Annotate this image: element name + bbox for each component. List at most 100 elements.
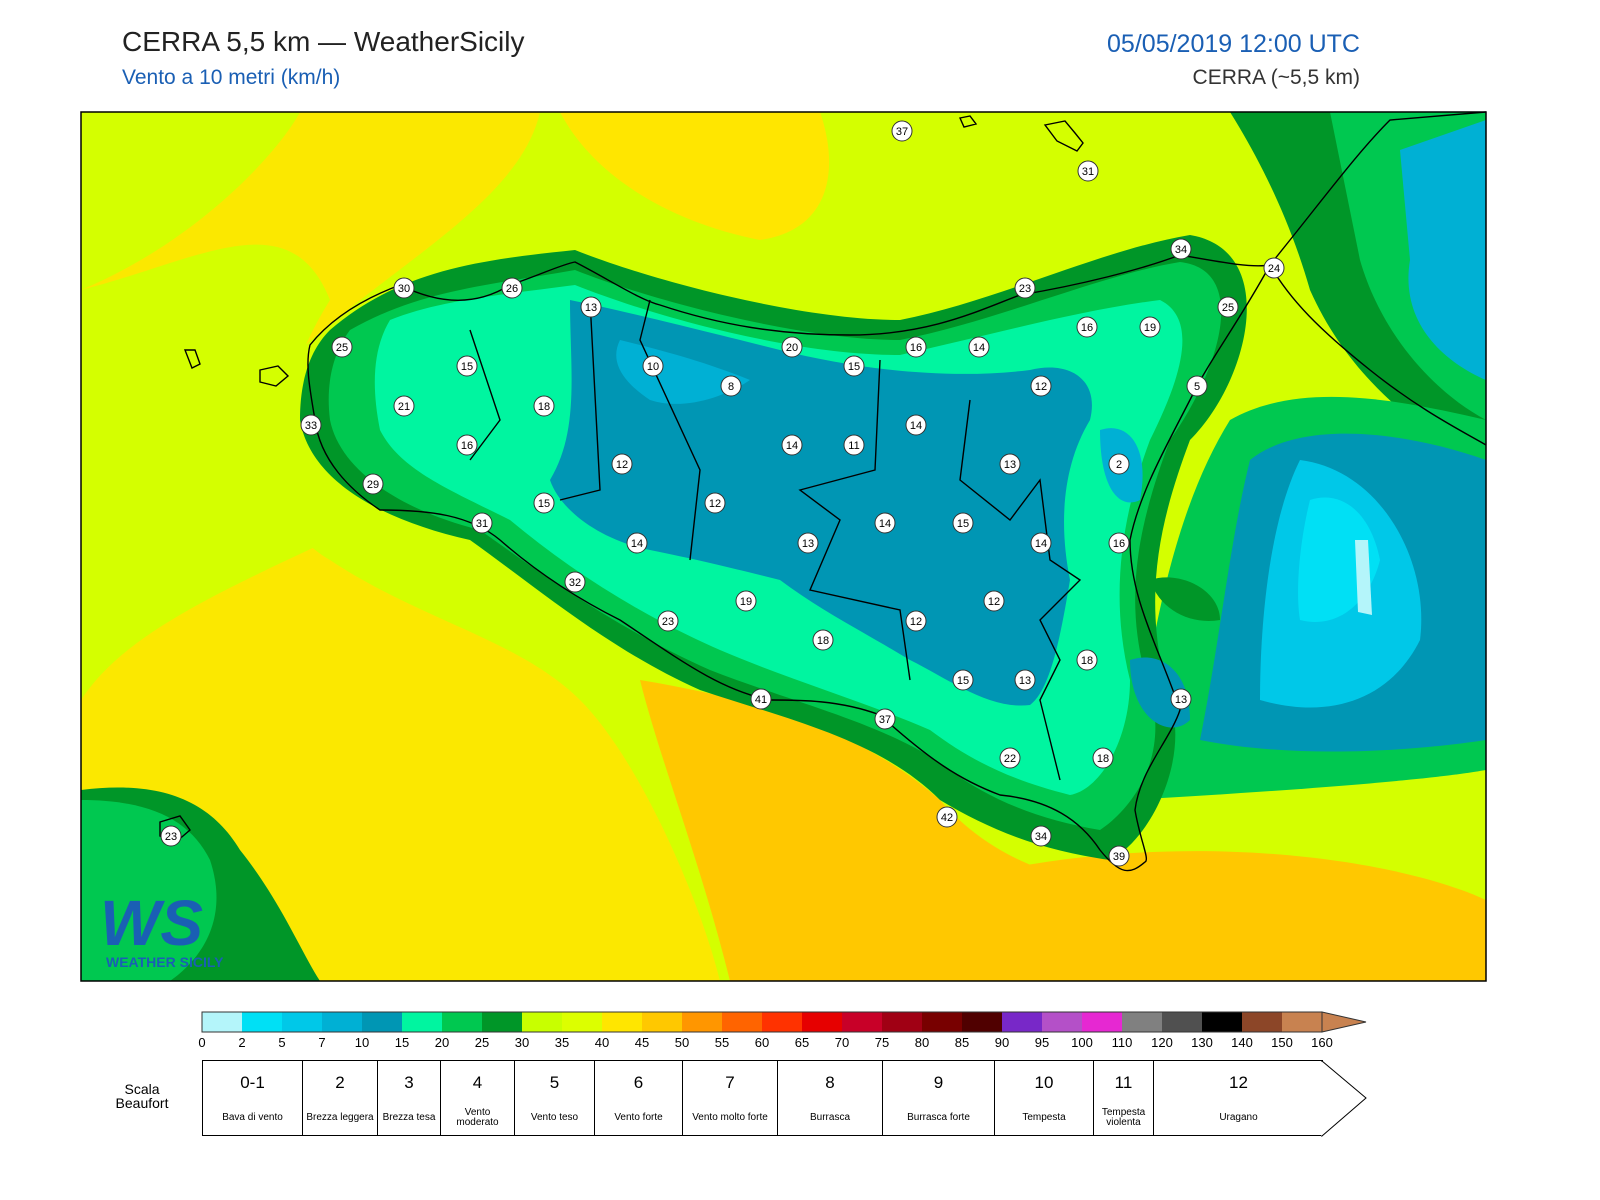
colorbar-tick-label: 75	[875, 1035, 889, 1050]
logo: WS WEATHER SICILY	[100, 887, 224, 970]
station-marker	[812, 629, 834, 651]
colorbar-tick-label: 160	[1311, 1035, 1333, 1050]
station-marker	[891, 120, 913, 142]
station-value: 19	[740, 596, 752, 608]
station-value: 15	[848, 361, 860, 373]
beaufort-desc: Tempesta violenta	[1101, 1107, 1146, 1128]
station-value: 16	[1113, 538, 1125, 550]
station-marker	[564, 571, 586, 593]
colorbar-segment	[1122, 1012, 1162, 1032]
station-marker	[797, 532, 819, 554]
colorbar-segment	[722, 1012, 762, 1032]
beaufort-level: 5 Vento teso	[514, 1060, 595, 1136]
beaufort-desc: Uragano	[1219, 1112, 1258, 1123]
beaufort-label: Scala Beaufort	[115, 1081, 169, 1111]
station-marker	[905, 610, 927, 632]
station-value: 24	[1268, 263, 1280, 275]
colorbar-tick-label: 85	[955, 1035, 969, 1050]
station-marker	[905, 336, 927, 358]
station-value: 31	[476, 518, 488, 530]
station-value: 13	[585, 302, 597, 314]
station-marker	[1076, 649, 1098, 671]
station-marker	[501, 277, 523, 299]
colorbar-arrow	[1321, 1011, 1367, 1033]
station-marker	[720, 375, 742, 397]
colorbar-tick-label: 50	[675, 1035, 689, 1050]
station-value: 2	[1116, 459, 1122, 471]
colorbar-segment	[882, 1012, 922, 1032]
station-marker	[905, 414, 927, 436]
beaufort-level: 12 Uragano	[1153, 1060, 1323, 1136]
beaufort-level: 3 Brezza tesa	[377, 1060, 441, 1136]
beaufort-level: 2 Brezza leggera	[302, 1060, 378, 1136]
beaufort-desc: Vento forte	[614, 1112, 663, 1123]
beaufort-level: 4 Vento moderato	[440, 1060, 515, 1136]
colorbar-tick-label: 90	[995, 1035, 1009, 1050]
colorbar-tick-label: 20	[435, 1035, 449, 1050]
station-marker	[456, 434, 478, 456]
beaufort-level: 11 Tempesta violenta	[1093, 1060, 1154, 1136]
station-marker	[1077, 160, 1099, 182]
colorbar-tick-label: 2	[238, 1035, 245, 1050]
beaufort-force: 0-1	[240, 1073, 265, 1092]
station-marker	[983, 590, 1005, 612]
colorbar-segment	[682, 1012, 722, 1032]
colorbar-frame	[201, 1011, 1323, 1033]
station-value: 15	[957, 518, 969, 530]
colorbar-segment	[1202, 1012, 1242, 1032]
station-marker	[1170, 238, 1192, 260]
colorbar-segment	[522, 1012, 562, 1032]
station-marker	[704, 492, 726, 514]
station-marker	[1217, 296, 1239, 318]
beaufort-level: 8 Burrasca	[777, 1060, 883, 1136]
station-marker	[781, 434, 803, 456]
colorbar-tick-label: 30	[515, 1035, 529, 1050]
station-marker	[611, 453, 633, 475]
beaufort-desc: Burrasca forte	[907, 1112, 970, 1123]
station-value: 18	[1081, 655, 1093, 667]
colorbar-segment	[362, 1012, 402, 1032]
station-marker	[936, 806, 958, 828]
beaufort-force: 2	[335, 1073, 345, 1092]
station-marker	[300, 414, 322, 436]
beaufort-level: 10 Tempesta	[994, 1060, 1094, 1136]
beaufort-desc: Brezza tesa	[382, 1112, 436, 1123]
model: CERRA (~5,5 km)	[1192, 66, 1360, 89]
station-value: 22	[1004, 753, 1016, 765]
station-value: 10	[647, 361, 659, 373]
station-value: 30	[398, 283, 410, 295]
station-value: 31	[1082, 166, 1094, 178]
station-marker	[781, 336, 803, 358]
colorbar-tick-label: 5	[278, 1035, 285, 1050]
station-value: 39	[1113, 851, 1125, 863]
station-marker	[1263, 257, 1285, 279]
station-marker	[968, 336, 990, 358]
station-marker	[1030, 825, 1052, 847]
colorbar-segment	[762, 1012, 802, 1032]
colorbar-tick-label: 45	[635, 1035, 649, 1050]
colorbar-segment	[602, 1012, 642, 1032]
station-marker	[393, 395, 415, 417]
station-value: 12	[709, 498, 721, 510]
colorbar-tick-label: 120	[1151, 1035, 1173, 1050]
station-marker	[471, 512, 493, 534]
stations: 37 31 34 24 30 26 13 23 25 16 19 25 15 20 15 16 14 10 8 12 5…	[160, 120, 1285, 867]
beaufort-force: 8	[825, 1073, 835, 1092]
station-value: 11	[848, 440, 859, 452]
beaufort-force: 10	[1034, 1073, 1054, 1092]
beaufort-desc: Tempesta	[1022, 1112, 1066, 1123]
beaufort-level: 9 Burrasca forte	[882, 1060, 995, 1136]
station-marker	[1014, 277, 1036, 299]
station-value: 13	[802, 538, 814, 550]
colorbar-segment	[962, 1012, 1002, 1032]
colorbar-tick-label: 95	[1035, 1035, 1049, 1050]
colorbar-tick-label: 15	[395, 1035, 409, 1050]
beaufort-arrow	[1321, 1060, 1367, 1137]
station-marker	[580, 296, 602, 318]
wind-field	[81, 112, 1486, 981]
station-marker	[1030, 532, 1052, 554]
datetime: 05/05/2019 12:00 UTC	[1107, 30, 1360, 58]
colorbar-segment	[402, 1012, 442, 1032]
colorbar-tick-label: 100	[1071, 1035, 1093, 1050]
colorbar-segment	[282, 1012, 322, 1032]
